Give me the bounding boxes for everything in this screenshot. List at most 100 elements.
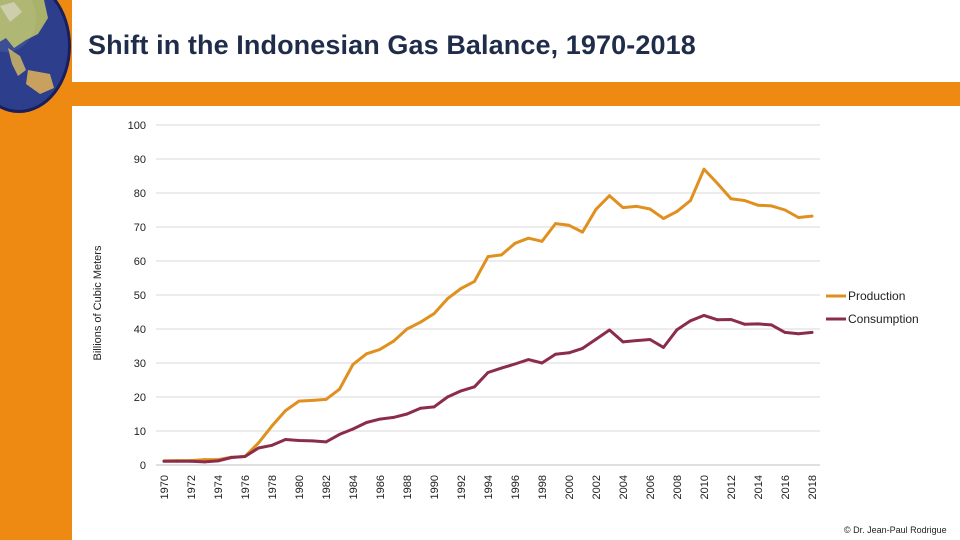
data-point (581, 347, 584, 350)
y-tick-label: 100 (128, 120, 146, 132)
data-point (392, 339, 395, 343)
data-point (405, 412, 409, 416)
data-point (243, 455, 247, 458)
y-tick-label: 60 (134, 256, 146, 268)
data-point (756, 203, 760, 207)
data-point (743, 199, 746, 202)
data-point (216, 459, 220, 463)
data-point (689, 199, 692, 202)
data-point (770, 323, 773, 327)
data-point (297, 399, 301, 403)
data-point (675, 328, 679, 332)
data-point (581, 230, 584, 234)
x-tick-label: 1972 (186, 475, 198, 499)
data-point (810, 214, 814, 218)
y-tick-label: 30 (134, 358, 146, 370)
x-tick-label: 2014 (753, 475, 765, 499)
series-line-production (162, 167, 814, 463)
data-point (608, 194, 611, 198)
x-tick-label: 1990 (429, 475, 441, 499)
data-point (554, 352, 557, 356)
data-point (459, 287, 463, 290)
data-point (486, 255, 490, 258)
x-tick-label: 2000 (564, 475, 576, 499)
x-tick-label: 2012 (726, 475, 738, 499)
data-point (473, 385, 476, 389)
data-point (270, 443, 274, 447)
data-point (675, 210, 679, 213)
data-point (311, 439, 314, 443)
page-title: Shift in the Indonesian Gas Balance, 197… (88, 30, 696, 60)
legend-entry: Consumption (848, 312, 919, 326)
data-point (446, 297, 449, 301)
data-point (365, 421, 368, 424)
y-tick-label: 0 (140, 460, 146, 472)
data-point (203, 458, 206, 461)
y-tick-label: 50 (134, 290, 146, 302)
data-point (567, 351, 571, 355)
data-point (716, 182, 719, 185)
data-point (567, 223, 571, 227)
data-point (284, 409, 287, 412)
y-tick-label: 90 (134, 154, 146, 166)
data-point (486, 371, 490, 374)
data-point (446, 395, 449, 399)
data-point (257, 441, 260, 445)
x-tick-label: 2002 (591, 475, 603, 499)
x-tick-label: 1976 (240, 475, 252, 499)
x-tick-label: 1970 (159, 475, 171, 499)
data-point (459, 389, 463, 393)
data-point (419, 406, 422, 410)
x-tick-label: 1988 (402, 475, 414, 499)
data-point (648, 338, 652, 341)
x-tick-label: 1992 (456, 475, 468, 499)
x-tick-label: 1998 (537, 475, 549, 499)
data-point (432, 312, 436, 316)
data-point (810, 331, 814, 334)
data-point (608, 328, 611, 332)
data-point (527, 236, 530, 240)
data-point (635, 204, 638, 208)
x-tick-label: 1984 (348, 475, 360, 499)
data-point (432, 405, 436, 409)
x-tick-label: 2006 (645, 475, 657, 499)
x-tick-label: 1982 (321, 475, 333, 499)
data-point (365, 352, 368, 356)
data-point (729, 197, 733, 201)
data-point (338, 387, 341, 391)
data-point (554, 222, 557, 226)
data-point (621, 340, 625, 344)
data-point (405, 327, 409, 331)
data-point (500, 366, 503, 370)
x-tick-label: 1994 (483, 475, 495, 499)
data-point (297, 439, 301, 442)
x-tick-label: 2008 (672, 475, 684, 499)
data-point (756, 322, 760, 326)
data-point (662, 346, 665, 349)
data-point (689, 319, 692, 323)
y-axis-title: Billions of Cubic Meters (92, 245, 104, 360)
data-point (783, 208, 787, 212)
data-point (270, 424, 274, 428)
data-point (716, 318, 719, 322)
data-point (594, 337, 598, 341)
data-point (189, 459, 193, 463)
data-point (540, 361, 544, 365)
data-point (324, 398, 328, 401)
y-tick-label: 20 (134, 392, 146, 404)
data-point (338, 433, 341, 436)
data-point (419, 320, 422, 324)
data-point (513, 362, 517, 366)
data-point (392, 416, 395, 419)
legend-entry: Production (848, 289, 905, 303)
data-point (351, 427, 355, 431)
data-point (473, 280, 476, 283)
data-point (230, 456, 233, 459)
y-tick-label: 40 (134, 324, 146, 336)
x-tick-label: 1978 (267, 475, 279, 499)
data-point (648, 207, 652, 211)
data-point (513, 241, 517, 245)
x-tick-label: 1986 (375, 475, 387, 499)
data-point (257, 446, 260, 450)
